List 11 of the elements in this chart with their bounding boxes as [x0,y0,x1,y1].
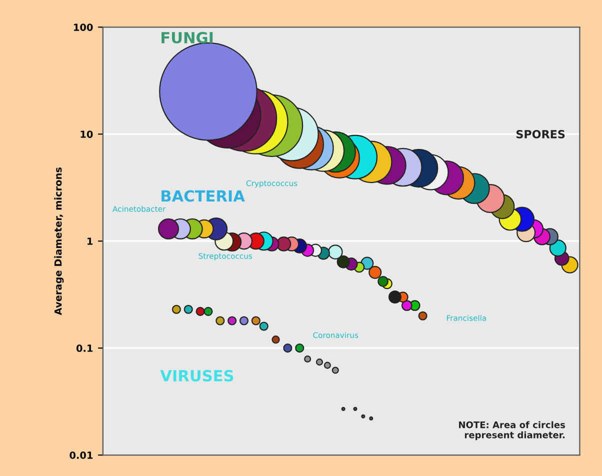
y-tick-label: 0.1 [76,344,93,352]
y-tick-label: 0.01 [70,452,93,459]
annotation: FUNGI [162,32,213,44]
annotation: VIRUSES [160,370,234,382]
y-tick-label: 100 [74,24,93,31]
y-tick-label: 1 [88,238,93,245]
annotation: SPORES [516,130,565,138]
annotation: NOTE: Area of circles represent diameter. [459,421,565,440]
y-tick-label: 10 [80,130,93,138]
y-axis-title: Average Diameter, microns [54,167,64,316]
annotation: BACTERIA [162,190,245,202]
